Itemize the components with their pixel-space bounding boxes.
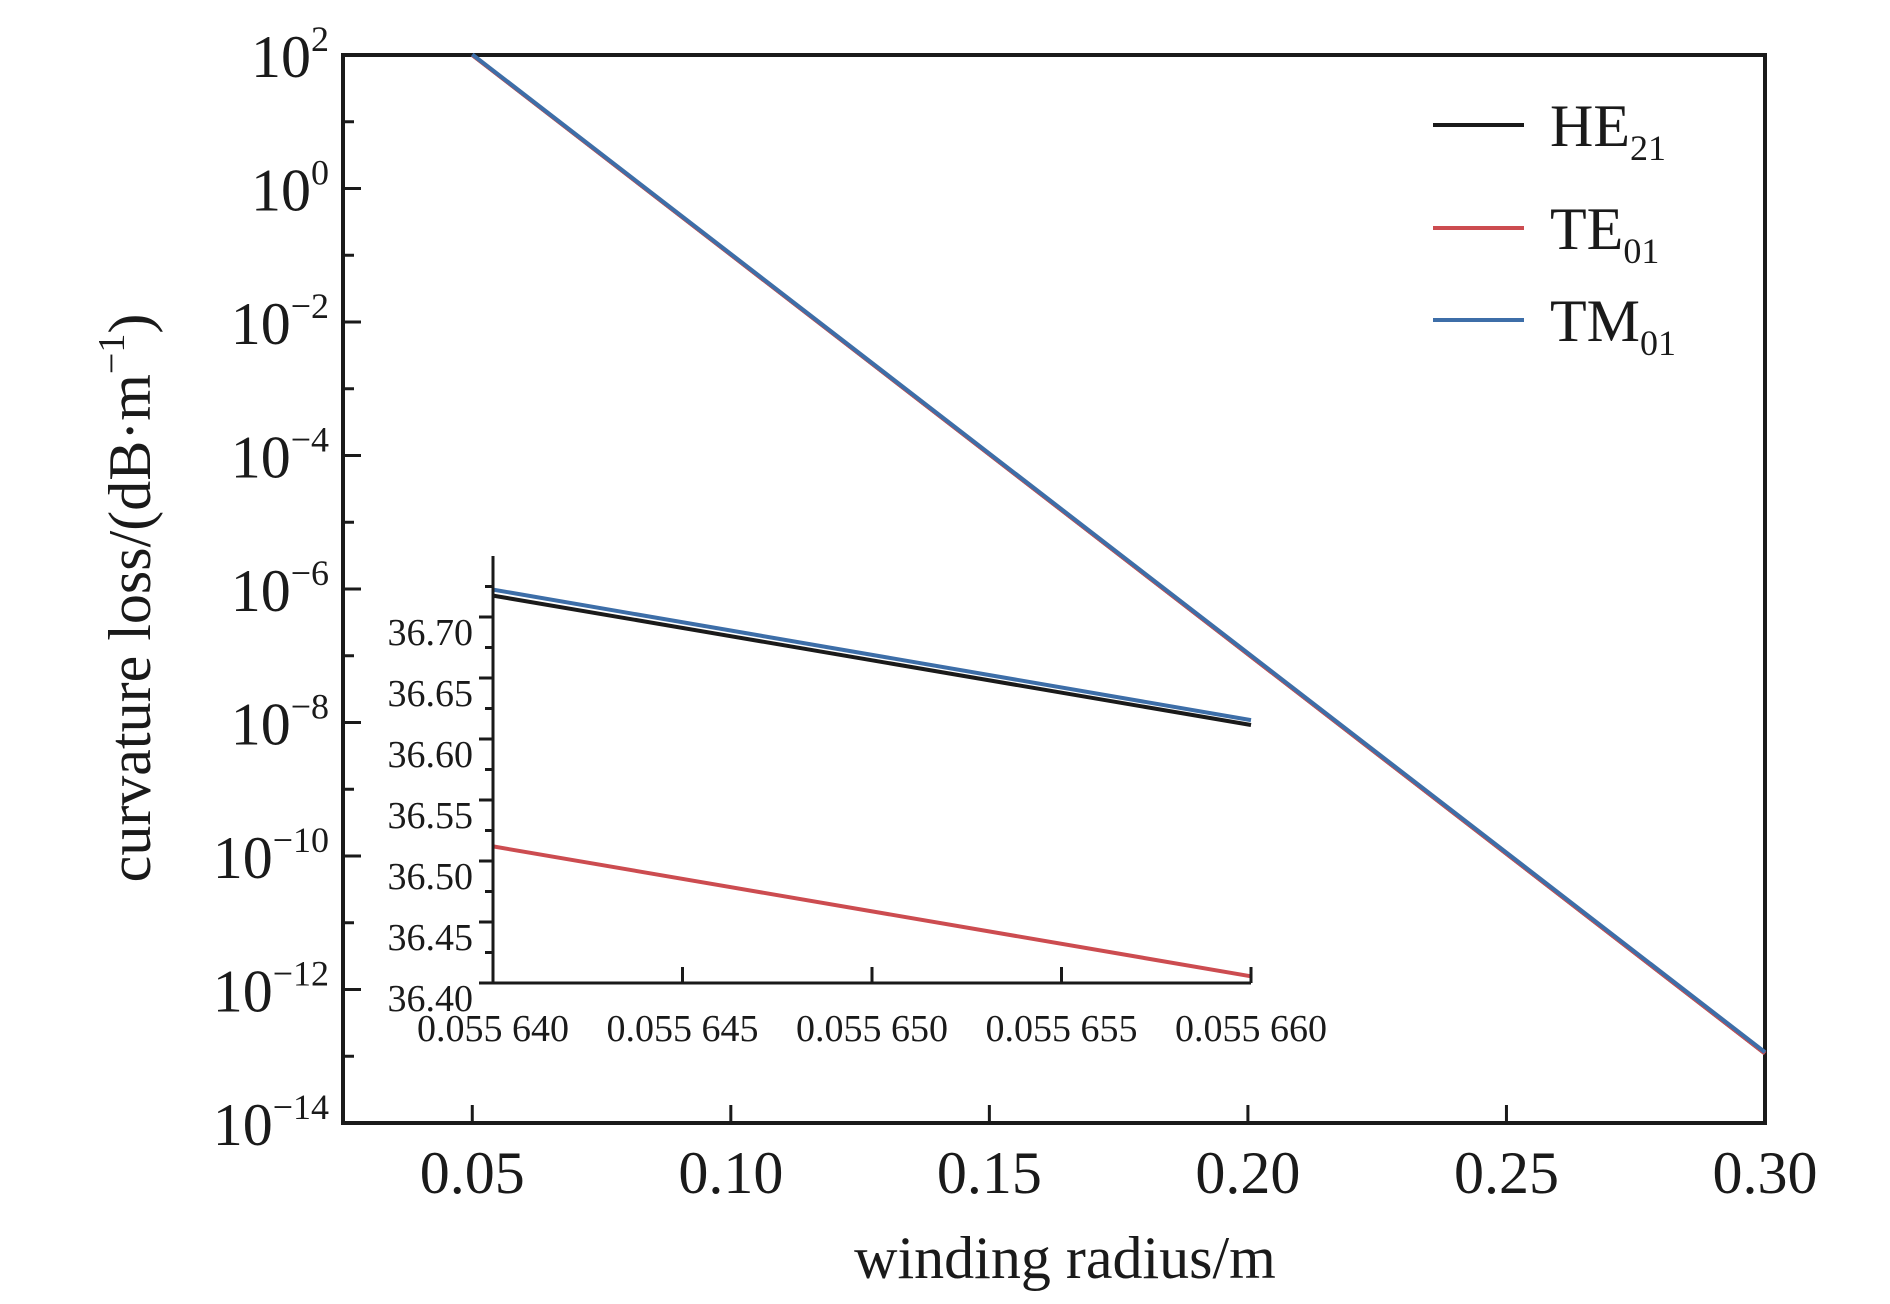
y-axis-title: curvature loss/(dB·m−1) <box>91 314 163 883</box>
inset-y-tick-label: 36.60 <box>388 734 474 776</box>
x-axis-title: winding radius/m <box>854 1225 1276 1291</box>
y-tick-label: 10−10 <box>213 820 329 891</box>
y-tick-label-exponent: −14 <box>273 1087 329 1127</box>
y-tick-label-base: 10 <box>213 959 273 1025</box>
inset-axes-group: 0.055 640 0.055 645 0.055 650 0.055 655 0.05… <box>388 556 1327 1050</box>
x-tick-label: 0.15 <box>937 1140 1042 1206</box>
x-tick-label: 0.05 <box>420 1140 525 1206</box>
y-tick-label: 102 <box>251 19 329 90</box>
y-tick-label-base: 10 <box>251 24 311 90</box>
main-series-group <box>471 52 1767 1056</box>
inset-series-line-tm01 <box>492 587 1252 723</box>
y-axis-title-close: ) <box>97 314 163 334</box>
y-axis-title-sup: −1 <box>91 334 133 374</box>
y-tick-label-exponent: −12 <box>273 954 329 994</box>
inset-y-tick-label: 36.55 <box>388 795 474 837</box>
inset-y-tick-label: 36.70 <box>388 612 474 654</box>
y-tick-label-exponent: −4 <box>291 420 329 460</box>
y-tick-label-exponent: −8 <box>291 687 329 727</box>
main-series-line-tm01 <box>471 52 1767 1054</box>
legend-label-main: HE <box>1550 93 1630 159</box>
y-tick-label: 10−8 <box>231 687 329 758</box>
y-tick-label-base: 10 <box>213 825 273 891</box>
y-tick-label: 10−6 <box>231 553 329 624</box>
inset-x-tick-label: 0.055 655 <box>986 1008 1138 1050</box>
inset-series-line-te01 <box>492 844 1252 979</box>
inset-y-tick-label: 36.65 <box>388 673 474 715</box>
y-tick-label-exponent: −10 <box>273 820 329 860</box>
inset-series-line-he21 <box>492 593 1252 727</box>
y-tick-label-base: 10 <box>251 158 311 224</box>
x-tick-label: 0.30 <box>1713 1140 1818 1206</box>
inset-x-tick-label: 0.055 645 <box>607 1008 759 1050</box>
legend-label-main: TE <box>1550 196 1623 262</box>
legend-label-main: TM <box>1550 288 1640 354</box>
inset-series-group <box>492 587 1252 979</box>
inset-y-tick-label: 36.40 <box>388 978 474 1020</box>
y-tick-label-base: 10 <box>231 692 291 758</box>
inset-x-tick-label: 0.055 640 <box>417 1008 569 1050</box>
legend-label-he21: HE21 <box>1550 93 1666 168</box>
y-tick-label: 10−14 <box>213 1087 329 1158</box>
main-ticks-group <box>343 53 1767 1125</box>
y-tick-label: 10−12 <box>213 954 329 1025</box>
y-tick-label-exponent: −6 <box>291 553 329 593</box>
legend-label-tm01: TM01 <box>1550 288 1676 363</box>
y-tick-label-exponent: −2 <box>291 286 329 326</box>
y-tick-label-exponent: 2 <box>311 19 329 59</box>
inset-x-tick-label: 0.055 660 <box>1175 1008 1327 1050</box>
x-tick-label: 0.25 <box>1454 1140 1559 1206</box>
inset-y-tick-label: 36.45 <box>388 917 474 959</box>
y-tick-label: 10−2 <box>231 286 329 357</box>
x-tick-label: 0.10 <box>678 1140 783 1206</box>
y-tick-label-exponent: 0 <box>311 153 329 193</box>
legend-label-subscript: 21 <box>1630 128 1666 168</box>
y-axis-title-main: curvature loss/(dB·m <box>97 374 163 882</box>
inset-x-tick-label: 0.055 650 <box>796 1008 948 1050</box>
legend-label-subscript: 01 <box>1623 231 1659 271</box>
main-tick-labels-group: 0.05 0.10 0.15 0.20 0.25 0.3010210010−210−410… <box>213 19 1818 1206</box>
y-tick-label: 100 <box>251 153 329 224</box>
legend-label-te01: TE01 <box>1550 196 1659 271</box>
y-tick-label-base: 10 <box>231 291 291 357</box>
legend-label-subscript: 01 <box>1640 323 1676 363</box>
x-tick-label: 0.20 <box>1195 1140 1300 1206</box>
y-tick-label-base: 10 <box>231 425 291 491</box>
y-tick-label-base: 10 <box>231 558 291 624</box>
y-tick-label-base: 10 <box>213 1092 273 1158</box>
inset-y-tick-label: 36.50 <box>388 856 474 898</box>
y-tick-label: 10−4 <box>231 420 329 491</box>
